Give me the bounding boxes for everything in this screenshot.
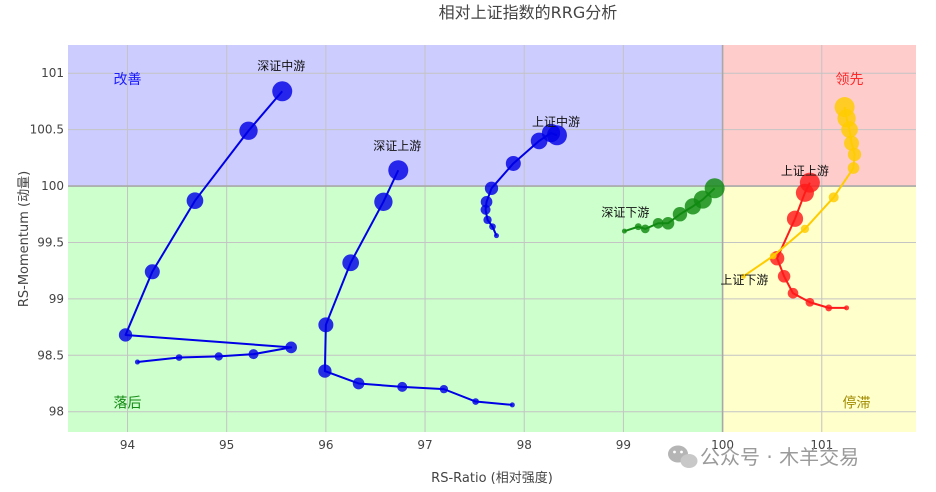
data-point bbox=[825, 304, 833, 312]
watermark-text: 公众号 · 木羊交易 bbox=[700, 445, 859, 469]
data-point bbox=[214, 352, 223, 361]
data-point bbox=[546, 125, 567, 146]
data-point bbox=[388, 160, 409, 181]
y-tick-label: 98.5 bbox=[37, 348, 64, 362]
data-point bbox=[505, 155, 521, 171]
axes: 94 95 96 97 98 99 100 101 98 98.5 99 99.5 100 100.5 10… bbox=[30, 66, 834, 452]
wechat-icon bbox=[668, 445, 698, 468]
data-point bbox=[634, 223, 642, 231]
data-point bbox=[472, 398, 479, 405]
data-point bbox=[777, 270, 791, 283]
quadrant-bg-2 bbox=[68, 186, 723, 432]
series-trail bbox=[769, 172, 850, 312]
data-point bbox=[769, 252, 777, 260]
series-label: 深证中游 bbox=[257, 58, 305, 73]
data-point bbox=[704, 178, 725, 199]
data-point bbox=[493, 233, 499, 239]
watermark: 公众号 · 木羊交易 bbox=[668, 445, 859, 469]
x-tick-label: 100 bbox=[711, 438, 734, 452]
y-tick-label: 98 bbox=[49, 405, 64, 419]
data-point bbox=[248, 349, 259, 360]
data-point bbox=[118, 328, 133, 342]
series-trail bbox=[621, 178, 725, 234]
data-point bbox=[318, 317, 334, 333]
data-point bbox=[285, 341, 297, 354]
data-point bbox=[175, 354, 183, 361]
data-point bbox=[847, 162, 860, 174]
data-point bbox=[847, 147, 862, 162]
chart-title: 相对上证指数的RRG分析 bbox=[439, 3, 618, 22]
x-tick-label: 99 bbox=[616, 438, 631, 452]
x-tick-label: 101 bbox=[810, 438, 833, 452]
data-point bbox=[144, 264, 160, 280]
data-point bbox=[621, 228, 627, 234]
data-point bbox=[439, 384, 449, 394]
series-trail bbox=[318, 160, 515, 408]
y-tick-label: 100.5 bbox=[30, 123, 64, 137]
data-point bbox=[800, 224, 810, 234]
data-point bbox=[318, 364, 332, 378]
data-point bbox=[640, 224, 650, 234]
data-point bbox=[239, 121, 258, 140]
grid-lines bbox=[68, 45, 916, 432]
x-tick-label: 95 bbox=[219, 438, 234, 452]
quadrant-bg-3 bbox=[722, 186, 916, 432]
quadrant-label: 领先 bbox=[836, 72, 864, 88]
series-label: 深证上游 bbox=[373, 139, 421, 153]
data-point bbox=[799, 172, 820, 193]
data-point bbox=[397, 381, 408, 392]
x-tick-label: 98 bbox=[517, 438, 532, 452]
data-point bbox=[787, 287, 799, 299]
series-trail bbox=[480, 123, 567, 239]
data-point bbox=[186, 192, 204, 210]
quadrant-label: 落后 bbox=[114, 396, 142, 412]
data-point bbox=[374, 192, 393, 211]
data-point bbox=[786, 210, 804, 227]
series-line bbox=[323, 169, 513, 406]
data-point bbox=[134, 359, 140, 365]
x-tick-label: 97 bbox=[417, 438, 432, 452]
x-tick-label: 94 bbox=[120, 438, 135, 452]
series-trail bbox=[118, 81, 297, 365]
data-point bbox=[828, 192, 839, 203]
series-trail bbox=[740, 97, 862, 279]
series-label: 上证中游 bbox=[532, 114, 580, 129]
series-layer bbox=[118, 81, 862, 408]
data-point bbox=[483, 215, 492, 225]
series-line bbox=[124, 90, 293, 364]
x-axis-label: RS-Ratio (相对强度) bbox=[431, 470, 553, 486]
data-point bbox=[342, 254, 359, 272]
data-point bbox=[844, 305, 850, 311]
y-axis-label: RS-Momentum (动量) bbox=[17, 171, 32, 307]
quadrant-bg-1 bbox=[722, 45, 916, 187]
series-label: 上证下游 bbox=[720, 273, 768, 287]
data-point bbox=[672, 207, 688, 222]
data-point bbox=[834, 97, 855, 118]
quadrant-label: 停滞 bbox=[842, 395, 870, 412]
y-tick-label: 100 bbox=[41, 179, 64, 193]
data-point bbox=[652, 217, 664, 229]
data-point bbox=[740, 273, 746, 279]
data-point bbox=[844, 135, 860, 151]
series-label: 上证上游 bbox=[781, 164, 829, 178]
data-point bbox=[352, 377, 365, 390]
data-point bbox=[480, 195, 493, 208]
y-tick-label: 99.5 bbox=[37, 235, 64, 249]
x-tick-label: 96 bbox=[318, 438, 333, 452]
quadrant-backgrounds bbox=[68, 45, 916, 432]
series-label: 深证下游 bbox=[601, 205, 649, 219]
data-point bbox=[272, 81, 293, 102]
data-point bbox=[661, 217, 675, 230]
quadrant-label: 改善 bbox=[114, 72, 142, 88]
data-point bbox=[509, 402, 515, 408]
y-tick-label: 99 bbox=[49, 292, 64, 306]
data-point bbox=[484, 181, 499, 195]
data-point bbox=[805, 297, 815, 307]
data-point bbox=[489, 223, 496, 230]
y-tick-label: 101 bbox=[41, 66, 64, 80]
